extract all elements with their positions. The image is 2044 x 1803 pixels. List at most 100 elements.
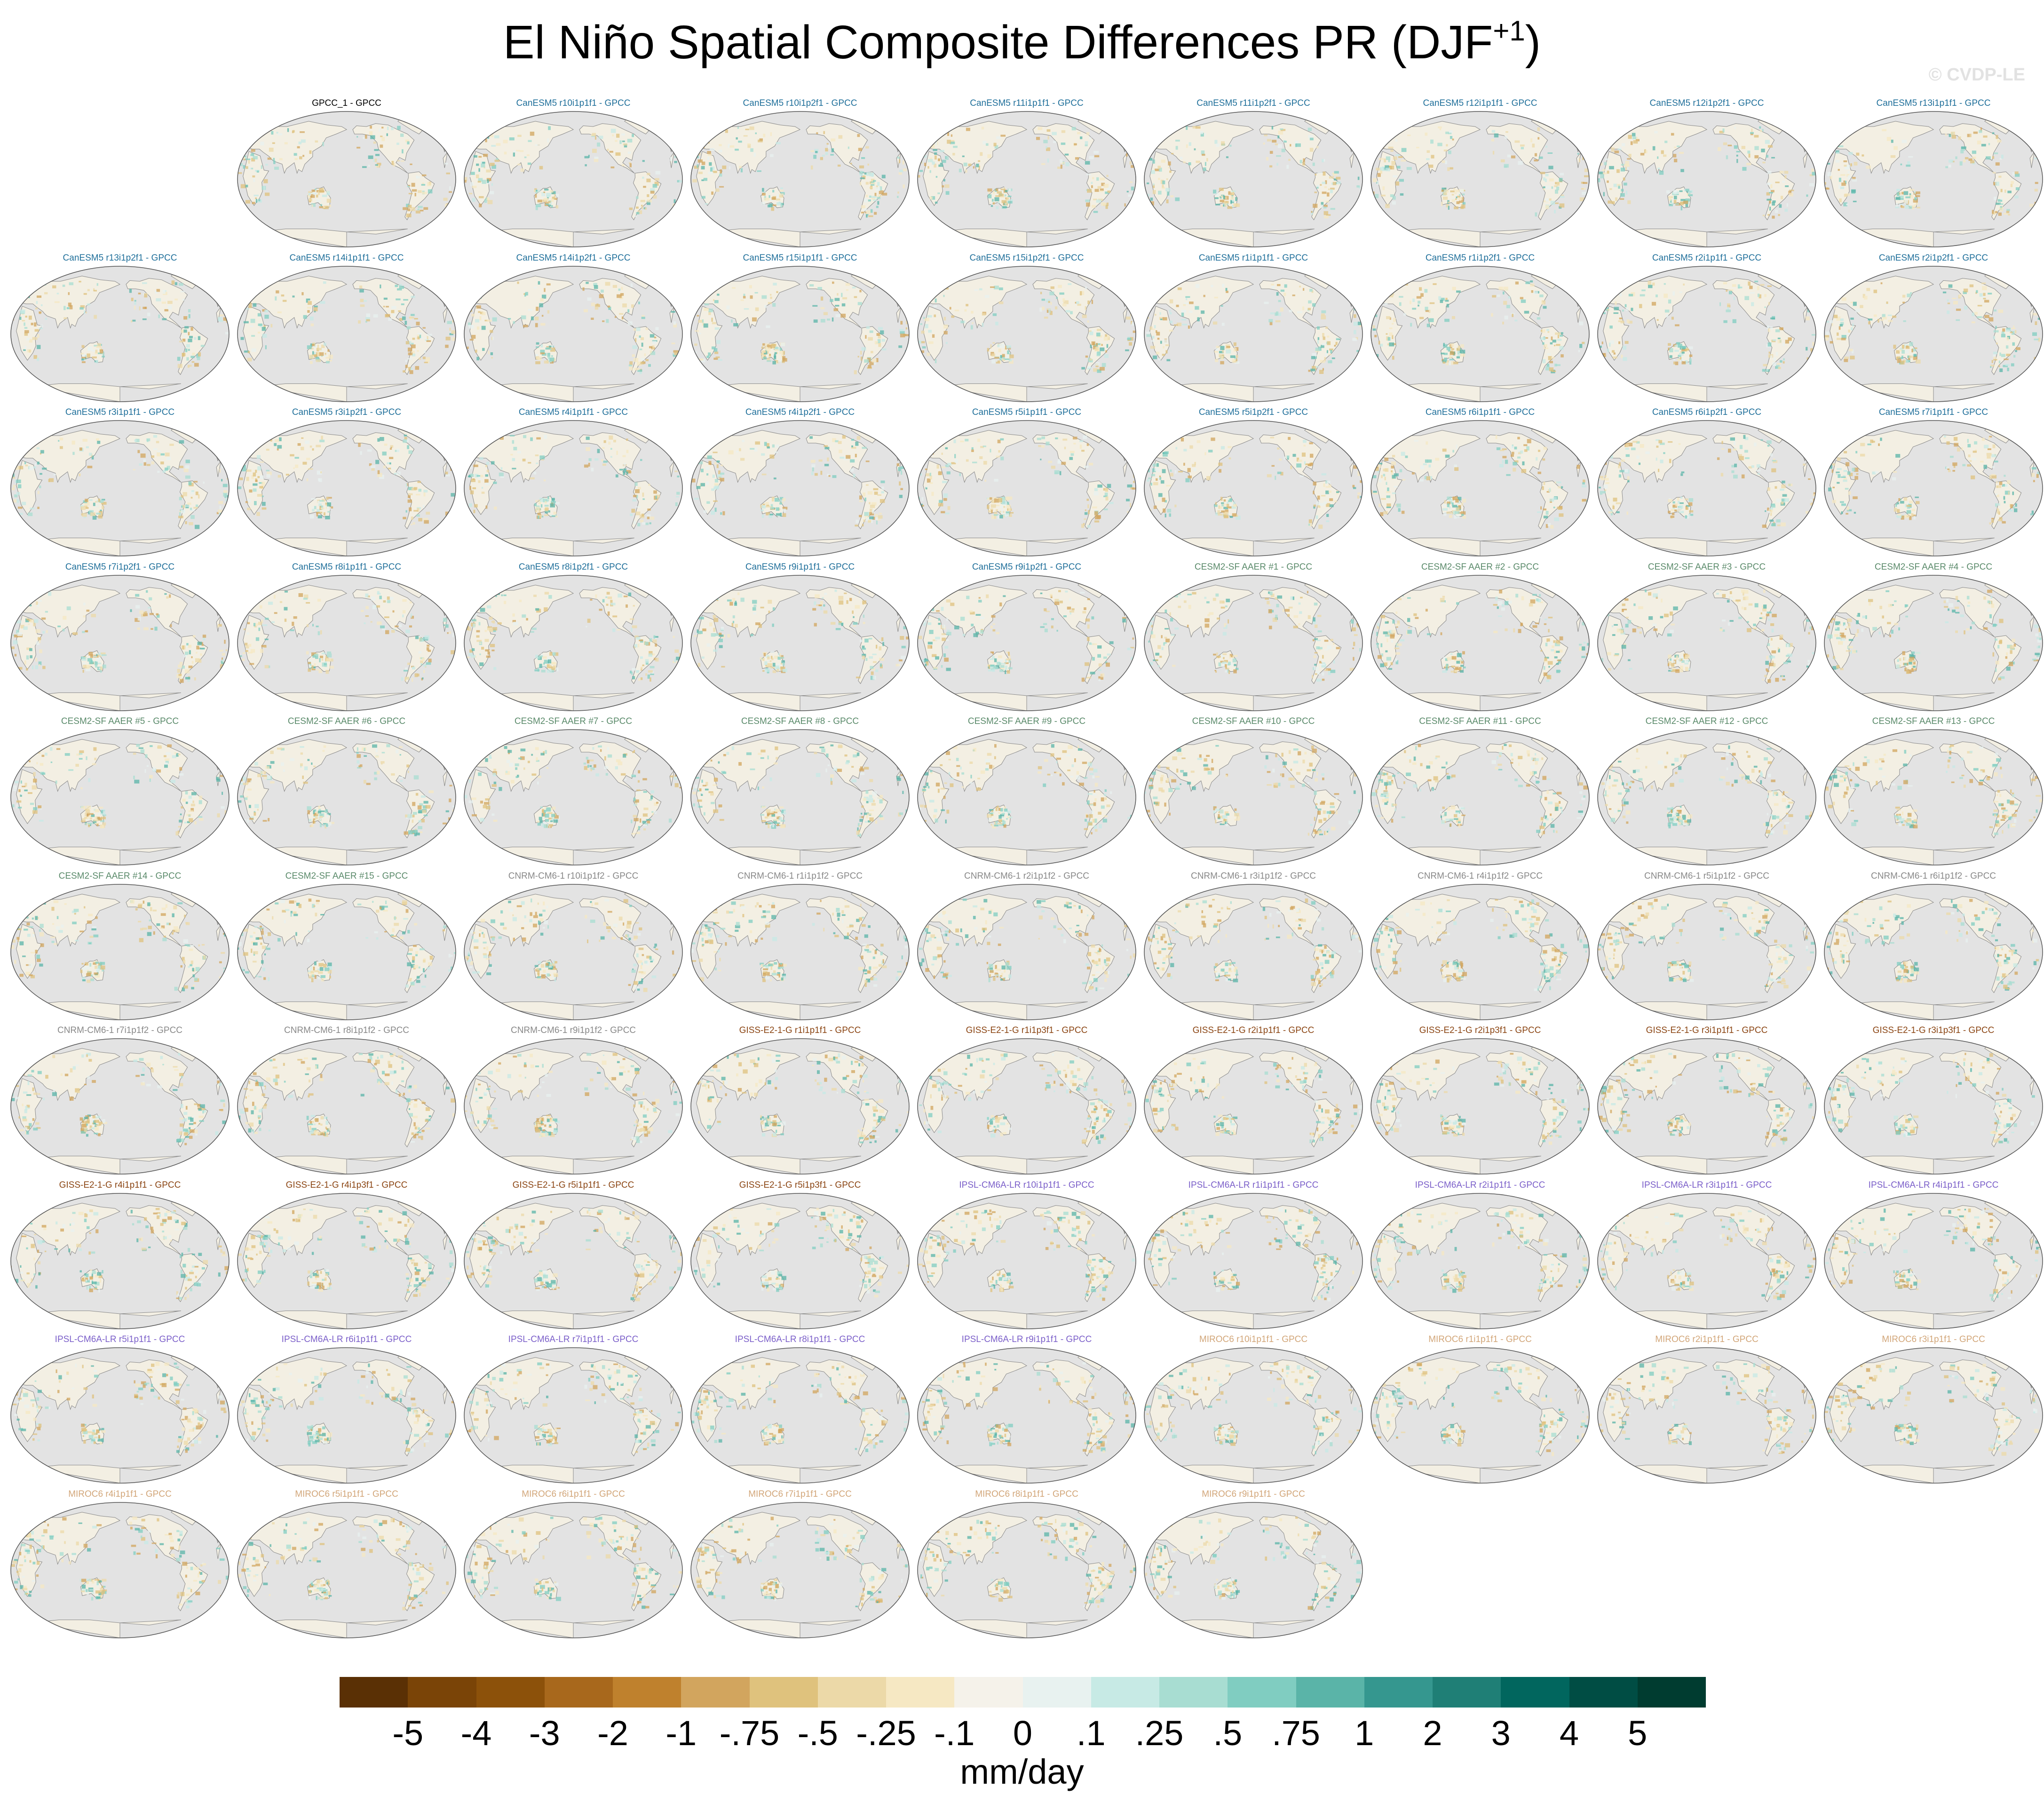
landmass-africa — [16, 923, 221, 979]
precip-anomaly-field — [691, 899, 909, 987]
world-map — [1371, 265, 1590, 402]
landmass-antarctica-rim — [710, 1001, 861, 1020]
landmass-north-america — [1486, 1050, 1548, 1101]
world-map — [1824, 1192, 2043, 1329]
map-panel: IPSL-CM6A-LR r3i1p1f1 - GPCC — [1596, 1180, 1817, 1330]
colorbar-tick-label: 5 — [1628, 1714, 1648, 1753]
map-panel: GISS-E2-1-G r1i1p1f1 - GPCC — [689, 1025, 911, 1176]
world-map — [237, 1192, 456, 1329]
landmass-antarctica-rim — [257, 229, 408, 247]
panel-title: GISS-E2-1-G r1i1p1f1 - GPCC — [739, 1025, 861, 1035]
landmass-north-america — [579, 1050, 642, 1101]
map-panel: CNRM-CM6-1 r2i1p1f2 - GPCC — [916, 871, 1137, 1021]
landmass-antarctica-rim — [483, 383, 634, 402]
panel-title: GISS-E2-1-G r4i1p1f1 - GPCC — [59, 1180, 181, 1190]
map-panel: CNRM-CM6-1 r4i1p1f2 - GPCC — [1370, 871, 1591, 1021]
world-map — [237, 883, 456, 1020]
landmass-north-america — [806, 123, 868, 174]
landmass-africa — [1149, 923, 1355, 979]
world-map — [917, 729, 1136, 866]
panel-title: CanESM5 r4i1p1f1 - GPCC — [518, 407, 628, 417]
precip-anomaly-field — [1146, 126, 1361, 219]
map-outline — [464, 265, 683, 402]
landmass-north-america — [1712, 587, 1775, 637]
world-map — [1597, 574, 1816, 711]
world-map — [1824, 729, 2043, 866]
colorbar-swatch — [749, 1677, 818, 1708]
panel-title: CESM2-SF AAER #3 - GPCC — [1648, 562, 1766, 572]
landmass-south-america — [1085, 635, 1115, 684]
page-title-main: El Niño Spatial Composite Differences PR… — [503, 16, 1493, 69]
panel-title: MIROC6 r8i1p1f1 - GPCC — [975, 1489, 1078, 1499]
landmass-antarctica-rim — [30, 1619, 181, 1638]
colorbar-units-label: mm/day — [960, 1752, 1084, 1791]
landmass-africa — [696, 305, 901, 361]
map-outline — [917, 729, 1136, 866]
map-outline — [237, 1038, 456, 1175]
precip-anomaly-field — [691, 1363, 909, 1452]
landmass-africa — [1830, 923, 2035, 979]
world-map — [1144, 111, 1363, 247]
map-outline — [237, 420, 456, 556]
colorbar-swatch — [817, 1677, 886, 1708]
panel-title: MIROC6 r4i1p1f1 - GPCC — [68, 1489, 172, 1499]
map-outline — [1144, 265, 1363, 402]
landmass-africa — [1149, 1078, 1355, 1133]
map-outline — [1371, 1192, 1590, 1329]
world-map — [917, 111, 1136, 247]
landmass-antarctica-rim — [257, 1001, 408, 1020]
landmass-antarctica-rim — [257, 383, 408, 402]
precip-anomaly-field — [1598, 1210, 1816, 1300]
landmass-antarctica-rim — [937, 1156, 1088, 1174]
landmass-africa — [1149, 769, 1355, 824]
precip-anomaly-field — [918, 127, 1135, 213]
precip-anomaly-field — [694, 589, 909, 680]
landmass-south-america — [1765, 171, 1795, 221]
landmass-africa — [1830, 1078, 2035, 1133]
landmass-north-america — [1032, 587, 1095, 637]
landmass-africa — [1376, 460, 1581, 515]
panel-title: CanESM5 r5i1p1f1 - GPCC — [972, 407, 1082, 417]
landmass-antarctica-rim — [937, 1310, 1088, 1329]
map-panel: IPSL-CM6A-LR r6i1p1f1 - GPCC — [236, 1334, 457, 1485]
map-outline — [1144, 574, 1363, 711]
world-map — [1597, 1347, 1816, 1484]
world-map — [690, 1347, 910, 1484]
landmass-north-america — [1712, 1359, 1775, 1410]
landmass-antarctica-rim — [30, 538, 181, 556]
map-panel: CanESM5 r1i1p2f1 - GPCC — [1370, 253, 1591, 403]
precip-anomaly-field — [239, 590, 456, 682]
landmass-africa — [1149, 614, 1355, 670]
landmass-north-america — [579, 1359, 642, 1410]
world-map — [10, 1192, 230, 1329]
precip-anomaly-field — [1825, 744, 2043, 835]
panel-title: MIROC6 r10i1p1f1 - GPCC — [1199, 1334, 1308, 1344]
panel-title: MIROC6 r1i1p1f1 - GPCC — [1428, 1334, 1532, 1344]
landmass-antarctica-rim — [257, 692, 408, 711]
landmass-africa — [1376, 305, 1581, 361]
precip-anomaly-field — [1824, 1362, 2039, 1456]
landmass-north-america — [1259, 896, 1322, 946]
precip-anomaly-field — [918, 744, 1133, 834]
landmass-south-america — [404, 1407, 435, 1457]
map-panel: CNRM-CM6-1 r5i1p1f2 - GPCC — [1596, 871, 1817, 1021]
panel-title: CanESM5 r6i1p2f1 - GPCC — [1652, 407, 1762, 417]
precip-anomaly-field — [466, 1208, 682, 1301]
panel-title: MIROC6 r7i1p1f1 - GPCC — [748, 1489, 852, 1499]
landmass-antarctica-rim — [483, 692, 634, 711]
precip-anomaly-field — [918, 283, 1136, 373]
map-outline — [10, 1347, 230, 1484]
landmass-north-america — [352, 432, 415, 483]
landmass-antarctica-rim — [1164, 1156, 1315, 1174]
map-panel: CanESM5 r4i1p2f1 - GPCC — [689, 407, 911, 557]
world-map — [690, 883, 910, 1020]
landmass-north-america — [1486, 1359, 1548, 1410]
panel-title: CanESM5 r10i1p1f1 - GPCC — [516, 98, 631, 108]
world-map — [1371, 574, 1590, 711]
precip-anomaly-field — [238, 435, 455, 525]
landmass-africa — [1376, 923, 1581, 979]
panel-title: CanESM5 r9i1p2f1 - GPCC — [972, 562, 1082, 572]
map-panel: CanESM5 r2i1p2f1 - GPCC — [1823, 253, 2044, 403]
panel-title: GISS-E2-1-G r3i1p3f1 - GPCC — [1872, 1025, 1995, 1035]
precip-anomaly-field — [1144, 745, 1363, 836]
